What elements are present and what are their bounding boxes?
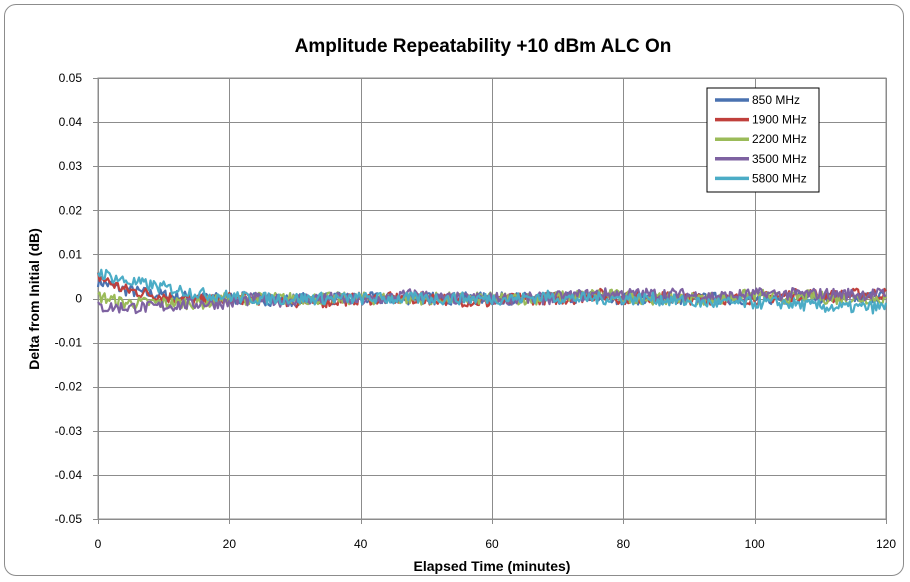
chart-title: Amplitude Repeatability +10 dBm ALC On bbox=[295, 36, 672, 57]
y-tick-label: -0.03 bbox=[55, 424, 83, 438]
x-tick-label: 80 bbox=[617, 537, 631, 551]
plot-area bbox=[97, 77, 887, 520]
y-tick-label: -0.04 bbox=[55, 468, 83, 482]
y-tick-label: -0.02 bbox=[55, 380, 83, 394]
legend-label: 1900 MHz bbox=[752, 113, 807, 127]
x-tick-label: 120 bbox=[876, 537, 896, 551]
y-tick-labels: 0.05 0.04 0.03 0.02 0.01 0 -0.01 -0.02 -0.03 -0.0… bbox=[55, 71, 83, 526]
y-tick-label: 0.01 bbox=[59, 247, 83, 261]
y-tick-label: -0.01 bbox=[55, 336, 83, 350]
legend-label: 850 MHz bbox=[752, 93, 800, 107]
x-tick-label: 40 bbox=[354, 537, 368, 551]
x-tick-label: 60 bbox=[485, 537, 499, 551]
series-lines bbox=[96, 268, 888, 315]
x-axis-title: Elapsed Time (minutes) bbox=[414, 558, 571, 574]
legend-label: 2200 MHz bbox=[752, 132, 807, 146]
x-tick-labels: 0 20 40 60 80 100 120 bbox=[95, 537, 897, 551]
legend: 850 MHz 1900 MHz 2200 MHz 3500 MHz 5800 MHz bbox=[706, 87, 820, 193]
legend-label: 3500 MHz bbox=[752, 152, 807, 166]
y-tick-label: 0 bbox=[75, 292, 82, 306]
y-tick-label: 0.05 bbox=[59, 71, 83, 85]
y-tick-label: 0.02 bbox=[59, 203, 83, 217]
series-line bbox=[97, 268, 888, 315]
legend-label: 5800 MHz bbox=[752, 171, 807, 185]
y-tick-label: -0.05 bbox=[55, 512, 83, 526]
y-tick-label: 0.04 bbox=[59, 115, 83, 129]
y-tick-label: 0.03 bbox=[59, 159, 83, 173]
x-tick-label: 100 bbox=[745, 537, 765, 551]
y-axis-title: Delta from Initial (dB) bbox=[26, 228, 42, 370]
x-tick-label: 20 bbox=[223, 537, 237, 551]
x-tick-label: 0 bbox=[95, 537, 102, 551]
